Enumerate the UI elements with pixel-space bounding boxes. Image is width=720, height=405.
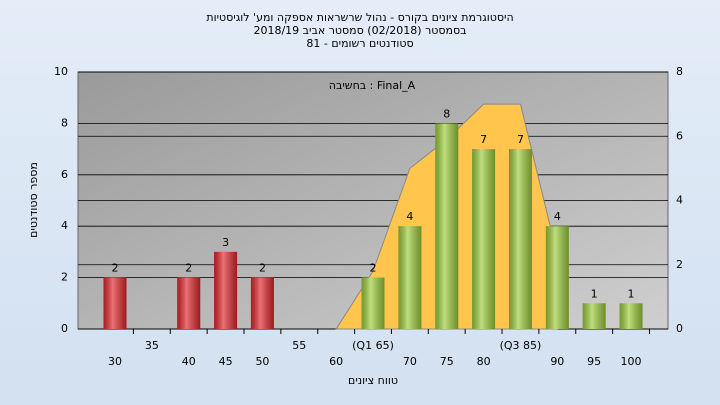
data-label: 7 (517, 133, 524, 146)
data-label: 4 (554, 210, 561, 223)
bar-shade (582, 303, 606, 329)
y-tick-label: 4 (61, 219, 68, 232)
y-axis-title: מספר סטודנטים (27, 162, 40, 238)
y2-tick-label: 0 (676, 322, 683, 335)
x-tick-label: (Q3 85) (500, 339, 542, 352)
bar-shade (619, 303, 643, 329)
bar-shade (472, 149, 496, 329)
x-tick-label: 80 (477, 355, 491, 368)
data-label: 2 (370, 262, 377, 275)
x-tick-label: 35 (145, 339, 159, 352)
y2-tick-label: 2 (676, 258, 683, 271)
x-axis-title: טווח ציונים (348, 374, 398, 387)
y-tick-label: 2 (61, 271, 68, 284)
y2-tick-label: 6 (676, 129, 683, 142)
x-tick-label: 40 (182, 355, 196, 368)
y2-tick-label: 4 (676, 194, 683, 207)
bar-shade (177, 277, 201, 329)
bar-shade (545, 226, 569, 329)
annotation: Final_A : בחשיבה (329, 79, 416, 92)
y2-tick-label: 8 (676, 65, 683, 78)
x-tick-label: 75 (440, 355, 454, 368)
bar-shade (103, 277, 127, 329)
x-tick-label: 60 (329, 355, 343, 368)
bar-shade (250, 277, 274, 329)
x-tick-label: 70 (403, 355, 417, 368)
data-label: 2 (112, 262, 119, 275)
data-label: 3 (222, 236, 229, 249)
data-label: 1 (628, 287, 635, 300)
bar-shade (508, 149, 532, 329)
chart-title: היסטוגרמת ציונים בקורס - נהול שרשראות אס… (206, 11, 513, 24)
x-tick-label: 100 (621, 355, 642, 368)
x-tick-label: 90 (550, 355, 564, 368)
data-label: 4 (406, 210, 413, 223)
x-tick-label: 50 (255, 355, 269, 368)
data-label: 7 (480, 133, 487, 146)
x-tick-label: (Q1 65) (352, 339, 394, 352)
x-tick-label: 95 (587, 355, 601, 368)
data-label: 8 (443, 107, 450, 120)
data-label: 2 (185, 262, 192, 275)
bar-shade (361, 277, 385, 329)
x-tick-label: 45 (219, 355, 233, 368)
bar-shade (398, 226, 422, 329)
y-tick-label: 6 (61, 168, 68, 181)
x-tick-label: 55 (292, 339, 306, 352)
chart-subtitle: בסמסטר (02/2018) סמסטר אביב 2018/19 (253, 24, 466, 37)
bar-shade (435, 123, 459, 330)
y-tick-label: 0 (61, 322, 68, 335)
chart-subtitle: סטודנטים רשומים - 81 (306, 37, 413, 50)
x-tick-label: 30 (108, 355, 122, 368)
data-label: 2 (259, 262, 266, 275)
y-tick-label: 10 (54, 65, 68, 78)
bar-shade (214, 251, 238, 329)
y-tick-label: 8 (61, 116, 68, 129)
data-label: 1 (591, 287, 598, 300)
